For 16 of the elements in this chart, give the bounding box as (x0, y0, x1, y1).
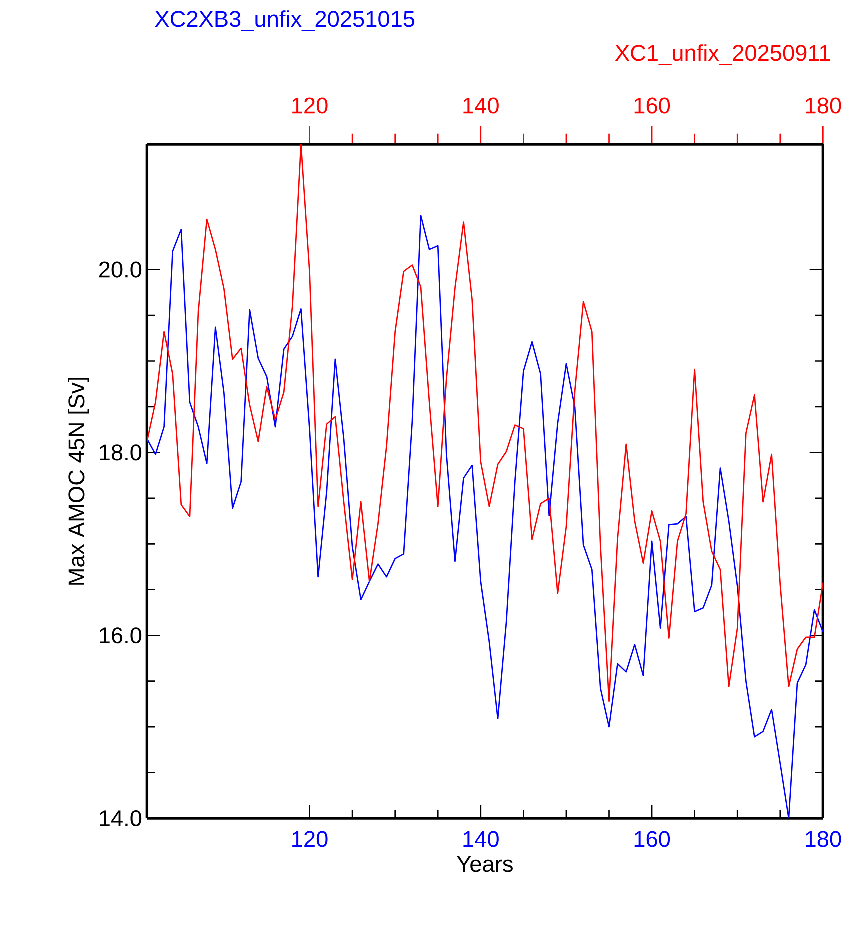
y-tick-label: 14.0 (100, 810, 142, 827)
y-tick-label: 20.0 (100, 262, 142, 278)
x2-tick-label: 120 (292, 831, 328, 848)
text: XC2XB3_unfix_20251015 (155, 10, 415, 32)
x-tick-label: 180 (806, 98, 842, 114)
y-axis-title: Max AMOC 45N [Sv] (68, 378, 90, 585)
x-tick-label: 160 (634, 98, 670, 114)
x-axis-title: Years (457, 856, 513, 872)
y-tick-label: 18.0 (100, 444, 142, 461)
x-tick-label: 140 (464, 98, 499, 114)
x2-tick-label: 160 (634, 831, 670, 848)
y-tick-label: 16.0 (100, 628, 142, 644)
x2-tick-label: 180 (806, 831, 842, 848)
x2-tick-label: 140 (464, 831, 499, 848)
x-tick-label: 120 (292, 98, 328, 114)
text: XC1_unfix_20250911 (615, 44, 830, 66)
